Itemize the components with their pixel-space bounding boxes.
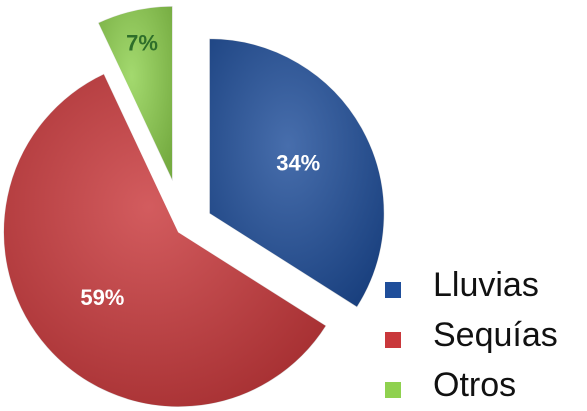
value-label: 59% [80, 285, 124, 310]
slice-shade [209, 38, 385, 308]
legend-swatch [385, 332, 401, 348]
legend-label: Sequías [433, 316, 558, 354]
legend-swatch [385, 282, 401, 298]
slice-shade [3, 73, 327, 407]
legend-swatch [385, 382, 401, 398]
legend-label: Lluvias [433, 266, 539, 304]
value-label: 7% [126, 30, 158, 55]
value-label: 34% [276, 150, 320, 175]
slice-shade [98, 6, 173, 182]
legend-label: Otros [433, 366, 516, 404]
